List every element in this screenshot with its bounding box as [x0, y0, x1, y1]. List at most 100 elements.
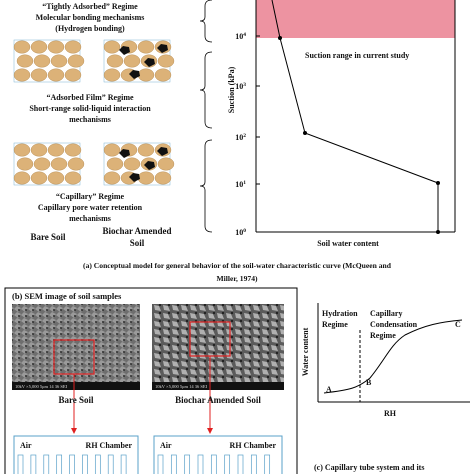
particle — [137, 68, 155, 82]
particle — [103, 68, 121, 82]
particle — [64, 143, 82, 157]
regime-title: “Tightly Adsorbed” Regime — [42, 2, 138, 11]
suction-band — [256, 0, 455, 38]
biochar-particle — [129, 173, 140, 182]
y-tick-label: 103 — [235, 82, 246, 91]
tick-exp: 2 — [243, 133, 246, 139]
regime-title: “Capillary” Regime — [56, 192, 125, 201]
tick-base: 10 — [235, 228, 243, 237]
particle — [13, 40, 31, 54]
image-label: Bare Soil — [58, 395, 94, 405]
capillary-tube — [30, 454, 37, 474]
brace — [199, 0, 213, 43]
regime-text: mechanisms — [69, 214, 111, 223]
sem-footer — [152, 382, 284, 390]
particle — [13, 143, 31, 157]
chamber-label: Air — [20, 441, 32, 450]
chamber-label: Air — [160, 441, 172, 450]
tick-exp: 0 — [243, 228, 246, 234]
particle — [103, 40, 121, 54]
sem-image — [152, 304, 284, 390]
regime-label: Regime — [322, 320, 348, 329]
sem-scale: 10kV ×5,000 5μm 14 36 SEI — [15, 384, 68, 390]
tick-exp: 4 — [243, 32, 246, 38]
chamber-label: RH Chamber — [86, 441, 133, 450]
arrow-head — [207, 428, 213, 434]
point-label: C — [455, 320, 461, 329]
particle — [103, 143, 121, 157]
particle — [154, 68, 172, 82]
biochar-particle — [144, 58, 155, 67]
particle — [13, 171, 31, 185]
regime-text: mechanisms — [69, 115, 111, 124]
panel-a-left: “Tightly Adsorbed” Regime Molecular bondi… — [13, 0, 213, 248]
capillary-tube — [170, 454, 177, 474]
capillary-tube — [157, 454, 164, 474]
tick-base: 10 — [235, 133, 243, 142]
capillary-tube — [237, 454, 244, 474]
panel-c: Water content RH Hydration Regime Capill… — [301, 303, 470, 472]
y-tick-label: 100 — [235, 228, 246, 237]
biochar-particle — [119, 46, 130, 55]
image-label: Biochar Amended Soil — [175, 395, 261, 405]
tick-base: 10 — [235, 32, 243, 41]
particle — [154, 171, 172, 185]
regime-label: Condensation — [370, 320, 418, 329]
capillary-tube — [94, 454, 101, 474]
capillary-tube — [69, 454, 75, 474]
panel-b-title: (b) SEM image of soil samples — [12, 291, 122, 301]
y-label: Suction (kPa) — [227, 66, 236, 113]
chamber-label: RH Chamber — [230, 441, 277, 450]
particle — [50, 54, 68, 68]
biochar-particle — [144, 161, 155, 170]
y-tick-label: 101 — [235, 180, 246, 189]
regime-label: Capillary — [370, 309, 402, 318]
brace — [199, 51, 213, 129]
regime-text: Capillary pore water retention — [38, 203, 143, 212]
particle — [137, 171, 155, 185]
particle — [123, 54, 141, 68]
capillary-tube — [82, 454, 88, 474]
tick-exp: 3 — [243, 82, 246, 88]
particle — [47, 40, 65, 54]
suction-plot: Suction range in current study Suction (… — [227, 0, 456, 248]
particle — [137, 143, 155, 157]
bare-soil-sketch — [13, 39, 85, 83]
capillary-tube — [17, 454, 24, 474]
particle — [50, 157, 68, 171]
particle — [47, 68, 65, 82]
arrow-head — [71, 428, 77, 434]
soil-label: Bare Soil — [30, 232, 66, 242]
particle — [47, 171, 65, 185]
band-label: Suction range in current study — [305, 51, 409, 60]
regime-text: (Hydrogen bonding) — [55, 24, 125, 33]
point-label: B — [366, 378, 372, 387]
capillary-tube — [107, 454, 114, 474]
particle — [64, 171, 82, 185]
sem-image — [12, 304, 140, 390]
tick-exp: 1 — [243, 180, 246, 186]
point-label: A — [326, 385, 332, 394]
capillary-tube — [43, 454, 50, 474]
particle — [30, 40, 48, 54]
regime-text: Short-range solid-liquid interaction — [29, 104, 151, 113]
tick-base: 10 — [235, 180, 243, 189]
particle — [157, 54, 175, 68]
particle — [64, 68, 82, 82]
particle — [13, 68, 31, 82]
bare-soil-sketch — [13, 142, 85, 186]
capillary-tube — [250, 454, 257, 474]
capillary-tube — [56, 454, 63, 474]
biochar-particle — [157, 44, 168, 53]
y-tick-label: 102 — [235, 133, 246, 142]
regime-label: Regime — [370, 331, 396, 340]
capillary-tube — [120, 454, 127, 474]
particle — [106, 54, 124, 68]
caption-a: Miller, 1974) — [216, 274, 258, 283]
tick-base: 10 — [235, 82, 243, 91]
panel-b-frame — [4, 287, 298, 474]
brace — [199, 139, 213, 233]
particle — [67, 54, 85, 68]
particle — [64, 40, 82, 54]
